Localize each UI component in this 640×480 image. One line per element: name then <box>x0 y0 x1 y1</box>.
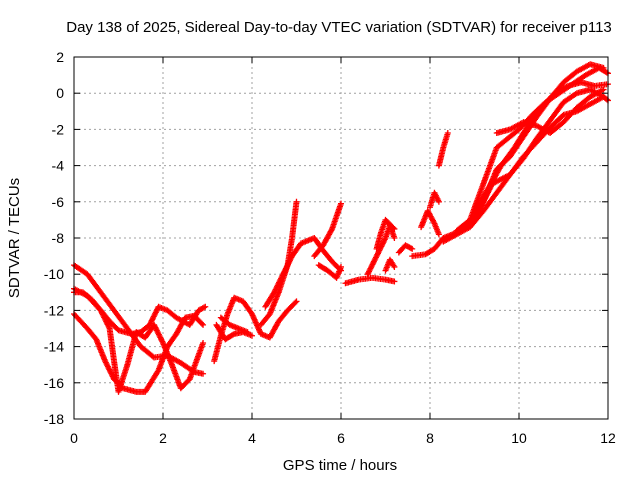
data-point <box>198 320 205 327</box>
chart-title: Day 138 of 2025, Sidereal Day-to-day VTE… <box>66 19 612 36</box>
data-series <box>217 314 251 336</box>
data-point <box>200 321 207 328</box>
data-point <box>293 198 300 205</box>
data-point <box>600 93 607 100</box>
x-tick-label: 12 <box>600 430 616 446</box>
data-point <box>338 263 344 270</box>
data-point <box>200 339 207 346</box>
data-series <box>427 189 442 211</box>
data-series <box>418 207 442 238</box>
data-series <box>211 294 300 365</box>
data-point <box>572 91 579 98</box>
data-point <box>244 329 251 336</box>
data-series <box>262 235 344 310</box>
data-series <box>71 289 209 337</box>
y-tick-label: -12 <box>44 302 64 318</box>
data-series <box>395 242 416 256</box>
data-point <box>444 130 451 137</box>
data-point <box>391 278 398 285</box>
data-point <box>600 64 607 71</box>
data-series <box>440 93 607 245</box>
data-series <box>493 86 607 137</box>
grid <box>74 57 608 419</box>
data-point <box>391 235 398 241</box>
y-tick-label: 2 <box>56 49 64 65</box>
data-point <box>407 245 414 252</box>
y-tick-label: -16 <box>44 375 64 391</box>
data-series <box>342 274 398 287</box>
data-point <box>200 304 207 311</box>
data-point <box>292 299 299 306</box>
data-point <box>603 69 610 76</box>
data-point <box>391 225 398 232</box>
data-point <box>600 86 607 93</box>
y-tick-label: -14 <box>44 339 64 355</box>
data-series <box>311 200 344 260</box>
data-point <box>200 370 207 377</box>
data-series <box>382 256 398 274</box>
data-point <box>338 200 344 207</box>
x-axis-label: GPS time / hours <box>283 457 397 474</box>
data-series <box>373 216 398 252</box>
data-point <box>391 263 398 270</box>
data-point <box>603 96 610 103</box>
y-tick-label: -8 <box>52 230 65 246</box>
x-tick-label: 0 <box>70 430 78 446</box>
x-tick-label: 4 <box>248 430 256 446</box>
data-series <box>364 222 398 278</box>
data-series <box>257 198 300 328</box>
y-tick-label: -2 <box>52 121 65 137</box>
y-tick-label: -18 <box>44 411 64 427</box>
data-series <box>435 130 451 169</box>
data-point <box>229 331 236 338</box>
data-points <box>71 61 611 395</box>
x-tick-label: 8 <box>426 430 434 446</box>
y-tick-label: -6 <box>52 194 65 210</box>
data-point <box>435 231 442 238</box>
data-series <box>213 321 255 343</box>
x-tick-label: 10 <box>511 430 527 446</box>
data-series <box>315 262 344 281</box>
data-point <box>390 224 397 231</box>
y-tick-label: 0 <box>56 85 64 101</box>
data-point <box>409 245 416 252</box>
data-point <box>249 332 255 339</box>
data-point <box>435 198 442 205</box>
x-tick-label: 6 <box>337 430 345 446</box>
x-tick-label: 2 <box>159 430 167 446</box>
y-axis-label: SDTVAR / TECUs <box>6 178 23 298</box>
axis-ticks: 0 2 4 6 8 10 12 -18 -16 -14 -12 -10 -8 -6 -4 -2 0 2 <box>44 49 616 446</box>
data-point <box>293 298 300 305</box>
data-point <box>202 303 209 310</box>
y-tick-label: -10 <box>44 266 64 282</box>
y-tick-label: -4 <box>52 158 65 174</box>
data-series <box>471 79 611 214</box>
